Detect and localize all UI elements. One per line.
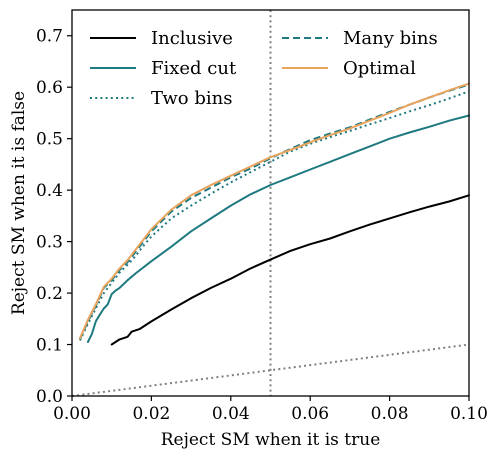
y-tick-label: 0.3 [36,233,63,253]
legend: Inclusive Fixed cut Two bins Many bins Optim… [90,28,438,109]
diagonal-reference-line [71,343,470,397]
x-tick-label: 0.10 [450,404,488,424]
x-axis-label: Reject SM when it is true [161,430,381,450]
series-line-inclusive [110,194,470,346]
y-tick-label: 0.1 [36,336,63,356]
y-tick-label: 0.7 [36,27,63,47]
y-tick-label: 0.2 [36,284,63,304]
y-axis-ticks: 0.0 0.1 0.2 0.3 0.4 0.5 0.6 0.7 [36,27,72,407]
series-line-fixed-cut [86,114,470,343]
legend-label: Fixed cut [151,58,237,79]
legend-label: Inclusive [151,28,233,49]
legend-label: Optimal [343,58,416,79]
y-tick-label: 0.0 [36,387,63,407]
x-tick-label: 0.08 [371,404,409,424]
x-tick-label: 0.02 [132,404,170,424]
plot-lines [71,10,470,397]
x-axis-ticks: 0.00 0.02 0.04 0.06 0.08 0.10 [53,396,488,424]
y-axis-label: Reject SM when it is false [9,91,29,315]
series-line-optimal [78,82,470,340]
x-tick-label: 0.04 [212,404,250,424]
plot-frame [71,9,470,397]
x-tick-label: 0.06 [291,404,329,424]
x-tick-label: 0.00 [53,404,91,424]
y-tick-label: 0.4 [36,181,63,201]
y-tick-label: 0.5 [36,130,63,150]
legend-label: Many bins [343,28,438,49]
series-line-two-bins [79,90,470,341]
legend-label: Two bins [151,88,232,109]
y-tick-label: 0.6 [36,78,63,98]
